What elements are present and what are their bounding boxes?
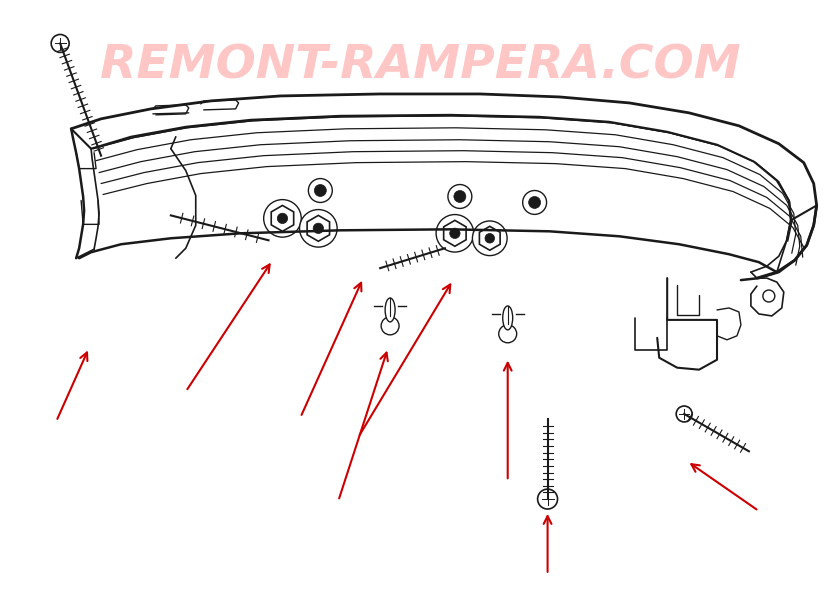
Circle shape xyxy=(314,184,326,196)
Polygon shape xyxy=(480,226,500,250)
Circle shape xyxy=(522,190,547,214)
Circle shape xyxy=(313,223,323,234)
Polygon shape xyxy=(271,205,294,231)
Circle shape xyxy=(448,184,472,208)
Ellipse shape xyxy=(502,306,512,330)
Circle shape xyxy=(485,234,495,243)
Circle shape xyxy=(300,210,337,247)
Polygon shape xyxy=(444,220,466,246)
Circle shape xyxy=(472,221,507,256)
Circle shape xyxy=(676,406,692,422)
Circle shape xyxy=(381,317,399,335)
Circle shape xyxy=(51,35,69,52)
Circle shape xyxy=(528,196,541,208)
Circle shape xyxy=(277,213,287,223)
Circle shape xyxy=(264,199,302,237)
Circle shape xyxy=(454,190,466,202)
Text: REMONT-RAMPERA.COM: REMONT-RAMPERA.COM xyxy=(100,44,740,89)
Circle shape xyxy=(449,228,460,238)
Circle shape xyxy=(308,179,333,202)
Polygon shape xyxy=(307,216,329,241)
Ellipse shape xyxy=(385,298,395,322)
Circle shape xyxy=(436,214,474,252)
Circle shape xyxy=(538,489,558,509)
Circle shape xyxy=(499,325,517,343)
